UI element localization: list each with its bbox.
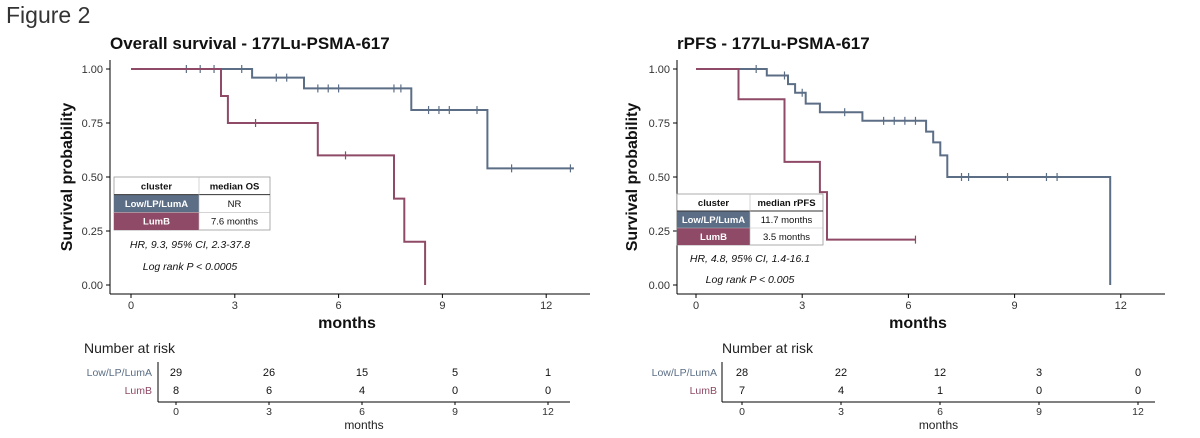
x-axis-label: months — [889, 315, 947, 332]
risk-count: 6 — [266, 385, 272, 397]
km-line-lum-b — [131, 68, 427, 285]
risk-x-tick-label: 6 — [359, 406, 365, 418]
x-tick-label: 12 — [540, 300, 552, 312]
risk-count: 0 — [1135, 367, 1141, 379]
summary-cluster-name: Low/LP/LumA — [125, 199, 188, 210]
log-rank-annotation: Log rank P < 0.005 — [706, 274, 795, 286]
risk-count: 15 — [356, 367, 368, 379]
risk-count: 4 — [838, 385, 844, 397]
risk-x-tick-label: 12 — [1132, 406, 1144, 418]
chart-title: rPFS - 177Lu-PSMA-617 — [677, 34, 870, 53]
summary-cluster-name: LumB — [700, 232, 727, 243]
y-tick-label: 0.25 — [649, 226, 670, 238]
summary-median-value: 3.5 months — [763, 232, 810, 243]
risk-count: 8 — [173, 385, 179, 397]
y-tick-label: 0.00 — [649, 280, 670, 292]
summary-median-value: 11.7 months — [761, 215, 813, 226]
median-summary-table: cluster median OS Low/LP/LumA NR LumB 7.6 mon… — [113, 176, 271, 231]
risk-x-tick-label: 3 — [266, 406, 272, 418]
x-tick-label: 3 — [232, 300, 238, 312]
figure-title: Figure 2 — [6, 2, 91, 28]
risk-count: 29 — [170, 367, 182, 379]
risk-x-tick-label: 3 — [838, 406, 844, 418]
hazard-ratio-annotation: HR, 4.8, 95% CI, 1.4-16.1 — [690, 253, 810, 265]
chart-title: Overall survival - 177Lu-PSMA-617 — [110, 34, 390, 53]
risk-count: 12 — [934, 367, 946, 379]
risk-count: 0 — [1036, 385, 1042, 397]
risk-x-tick-label: 0 — [173, 406, 179, 418]
log-rank-annotation: Log rank P < 0.0005 — [143, 261, 238, 273]
summary-cell-lum-b — [114, 212, 199, 230]
risk-count: 3 — [1036, 367, 1042, 379]
summary-cell-lum-a — [114, 194, 199, 213]
risk-x-tick-label: 0 — [739, 406, 745, 418]
y-tick-label: 0.50 — [649, 172, 670, 184]
x-tick-label: 0 — [128, 300, 134, 312]
y-tick-label: 1.00 — [649, 64, 670, 76]
y-tick-label: 0.25 — [82, 226, 103, 238]
x-tick-label: 6 — [905, 300, 911, 312]
risk-row-label: LumB — [125, 385, 152, 397]
risk-table-x-label: months — [344, 418, 383, 432]
median-summary-table: cluster median rPFS Low/LP/LumA 11.7 months… — [676, 193, 824, 246]
risk-count: 0 — [545, 385, 551, 397]
y-tick-label: 0.75 — [649, 118, 670, 130]
risk-count: 1 — [937, 385, 943, 397]
risk-table-x-label: months — [919, 418, 958, 432]
risk-count: 4 — [359, 385, 365, 397]
km-chart-overall-survival: Overall survival - 177Lu-PSMA-617 0.00 0.2… — [59, 34, 590, 432]
risk-count: 26 — [263, 367, 275, 379]
summary-header: cluster — [141, 181, 172, 192]
x-tick-label: 0 — [693, 300, 699, 312]
km-chart-rpfs: rPFS - 177Lu-PSMA-617 0.00 0.25 0.50 0.75 1.0… — [624, 34, 1165, 432]
risk-x-tick-label: 9 — [452, 406, 458, 418]
summary-median-value: NR — [228, 199, 242, 210]
risk-count: 0 — [452, 385, 458, 397]
hazard-ratio-annotation: HR, 9.3, 95% CI, 2.3-37.8 — [130, 239, 250, 251]
x-tick-label: 3 — [799, 300, 805, 312]
y-tick-label: 0.75 — [82, 118, 103, 130]
risk-x-tick-label: 12 — [542, 406, 554, 418]
summary-cell-lum-b — [677, 228, 750, 245]
y-tick-label: 0.50 — [82, 172, 103, 184]
y-axis-label: Survival probability — [59, 103, 76, 252]
summary-cell-lum-a — [677, 211, 750, 228]
x-tick-label: 9 — [1012, 300, 1018, 312]
y-tick-label: 0.00 — [82, 280, 103, 292]
risk-table-title: Number at risk — [722, 340, 814, 356]
risk-count: 1 — [545, 367, 551, 379]
km-line-lum-a — [131, 68, 574, 170]
y-axis-label: Survival probability — [624, 103, 641, 252]
risk-row-label: Low/LP/LumA — [652, 367, 717, 379]
risk-count: 7 — [739, 385, 745, 397]
risk-x-tick-label: 6 — [937, 406, 943, 418]
risk-count: 22 — [835, 367, 847, 379]
risk-row-label: Low/LP/LumA — [87, 367, 152, 379]
summary-header: cluster — [698, 198, 729, 209]
risk-count: 0 — [1135, 385, 1141, 397]
x-tick-label: 12 — [1115, 300, 1127, 312]
km-line-lum-a — [696, 68, 1112, 285]
x-tick-label: 9 — [439, 300, 445, 312]
risk-table-title: Number at risk — [84, 340, 176, 356]
risk-row-label: LumB — [690, 385, 717, 397]
x-axis-label: months — [318, 315, 376, 332]
risk-count: 28 — [736, 367, 748, 379]
summary-median-value: 7.6 months — [211, 217, 258, 228]
summary-cluster-name: Low/LP/LumA — [682, 215, 745, 226]
risk-x-tick-label: 9 — [1036, 406, 1042, 418]
y-tick-label: 1.00 — [82, 64, 103, 76]
x-tick-label: 6 — [336, 300, 342, 312]
summary-header: median OS — [210, 181, 260, 192]
summary-cluster-name: LumB — [143, 217, 170, 228]
risk-count: 5 — [452, 367, 458, 379]
km-line-lum-b — [696, 68, 916, 241]
summary-header: median rPFS — [757, 198, 815, 209]
